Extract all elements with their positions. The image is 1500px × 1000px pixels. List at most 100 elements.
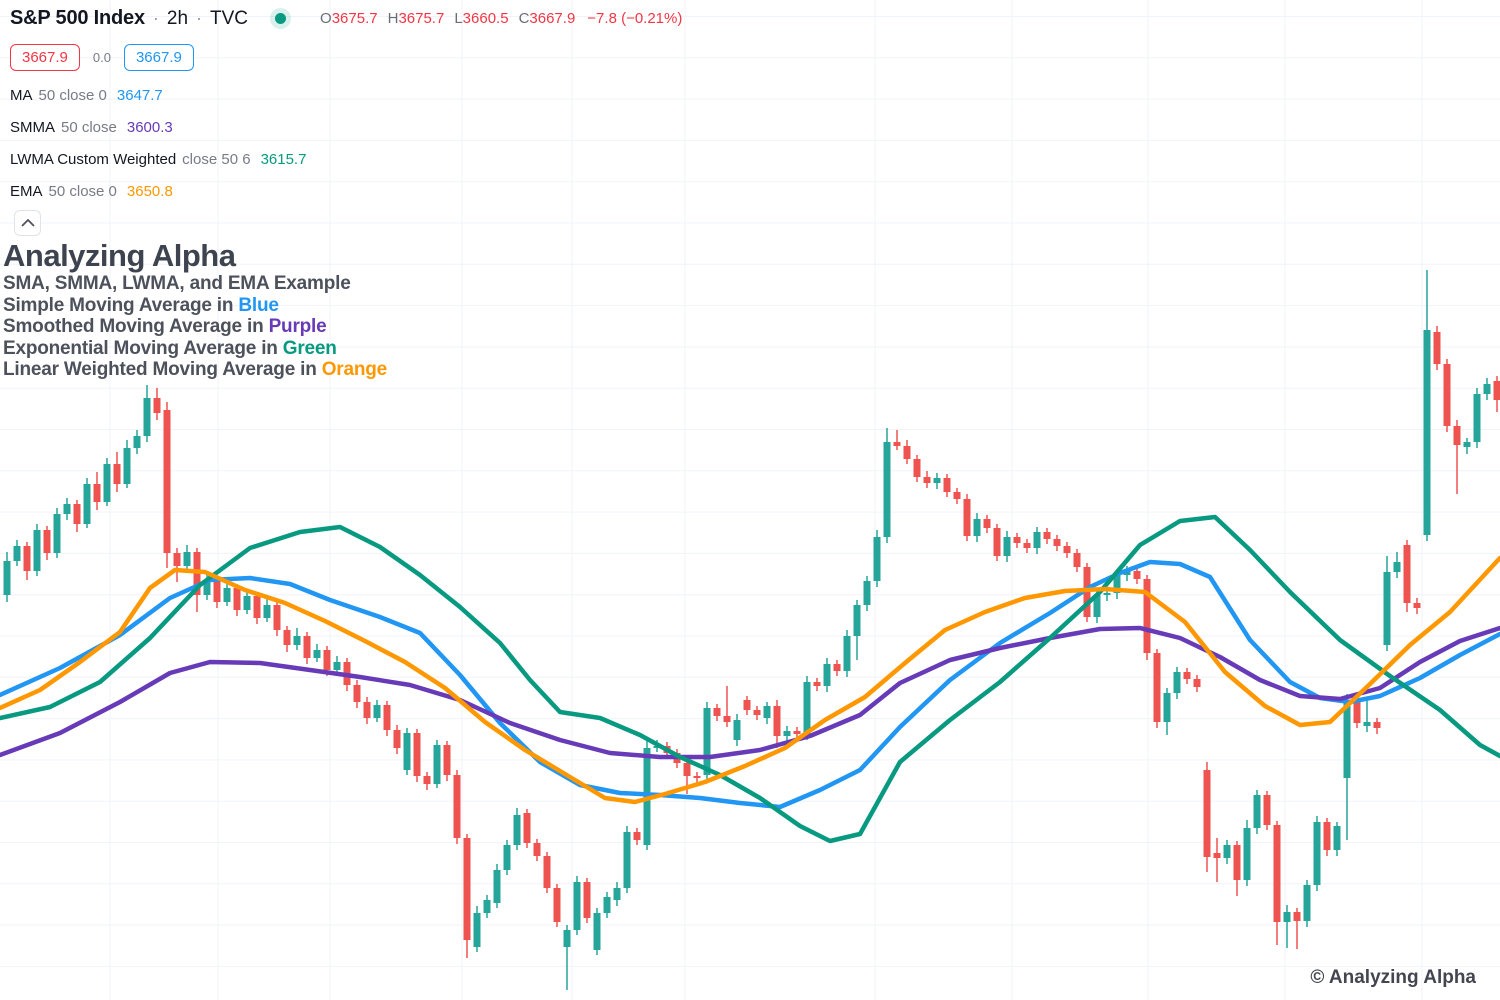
candle-body <box>703 708 711 775</box>
candle-body <box>613 888 621 900</box>
candle-body <box>1403 545 1411 603</box>
copyright-label: © Analyzing Alpha <box>1310 967 1476 988</box>
candle-body <box>433 745 441 784</box>
candle-body <box>533 843 541 856</box>
sell-price-button[interactable]: 3667.9 <box>10 44 80 71</box>
candle-body <box>933 478 941 483</box>
indicator-row-lwma[interactable]: LWMA Custom Weighted close 50 6 3615.7 <box>10 151 306 168</box>
candle-body <box>513 815 521 845</box>
candle-body <box>543 856 551 888</box>
smma-line <box>0 625 1500 760</box>
candle-body <box>1013 537 1021 543</box>
candle-body <box>203 580 211 595</box>
candle-body <box>473 913 481 947</box>
candle-body <box>893 442 901 446</box>
candle-body <box>573 882 581 930</box>
spread-value: 0.0 <box>92 50 111 65</box>
candle-body <box>1363 722 1371 726</box>
indicator-row-ma[interactable]: MA 50 close 0 3647.7 <box>10 87 163 104</box>
candle-body <box>813 682 821 686</box>
candle-body <box>33 530 41 571</box>
candle-body <box>253 596 261 618</box>
candle-body <box>323 650 331 670</box>
candle-body <box>163 410 171 553</box>
candle-body <box>1323 822 1331 850</box>
candle-body <box>1473 394 1481 442</box>
candle-body <box>13 546 21 561</box>
candle-body <box>443 745 451 775</box>
exchange-label[interactable]: TVC <box>210 7 249 29</box>
candle-body <box>1183 672 1191 679</box>
candle-body <box>563 930 571 947</box>
candle-body <box>1253 795 1261 828</box>
candle-body <box>113 464 121 484</box>
candle-body <box>773 706 781 736</box>
market-status-icon <box>275 13 287 24</box>
candle-body <box>153 398 161 413</box>
candle-body <box>393 730 401 748</box>
candle-body <box>483 900 491 913</box>
candle-body <box>1133 571 1141 579</box>
symbol-name[interactable]: S&P 500 Index <box>10 7 145 29</box>
candle-body <box>1093 595 1101 617</box>
candle-body <box>913 459 921 477</box>
candle-body <box>223 588 231 602</box>
candle-body <box>793 731 801 734</box>
candle-body <box>63 504 71 514</box>
high-value: 3675.7 <box>398 10 445 27</box>
candle-body <box>123 448 131 484</box>
indicator-value: 3647.7 <box>116 87 163 104</box>
candle-body <box>733 720 741 740</box>
lwma-line <box>0 555 1500 805</box>
symbol-header[interactable]: S&P 500 Index · 2h · TVC O3675.7 H3675.7… <box>10 7 682 30</box>
candle-body <box>1453 426 1461 445</box>
candle-body <box>1293 912 1301 921</box>
collapse-legend-button[interactable] <box>14 210 41 236</box>
candle-body <box>863 581 871 605</box>
candle-body <box>1213 853 1221 858</box>
buy-price-button[interactable]: 3667.9 <box>123 44 194 71</box>
low-label: L <box>454 10 463 27</box>
candle-body <box>1393 562 1401 572</box>
indicator-params: 50 close <box>61 119 117 136</box>
candle-body <box>1263 795 1271 825</box>
candle-body <box>173 553 181 566</box>
candle-body <box>983 519 991 528</box>
candle-body <box>963 499 971 536</box>
candle-body <box>93 484 101 502</box>
candle-body <box>213 580 221 602</box>
candle-body <box>593 913 601 950</box>
candle-body <box>333 662 341 670</box>
candle-body <box>873 537 881 581</box>
candle-body <box>583 882 591 918</box>
candle-body <box>293 636 301 645</box>
candle-body <box>993 528 1001 556</box>
ema-line <box>0 514 1500 844</box>
candle-body <box>1433 332 1441 364</box>
candle-body <box>943 478 951 492</box>
candle-series <box>3 270 1500 990</box>
candle-body <box>353 685 361 702</box>
indicator-value: 3650.8 <box>126 183 173 200</box>
candle-body <box>283 630 291 645</box>
candle-body <box>1413 603 1421 608</box>
candle-body <box>43 530 51 553</box>
indicator-params: 50 close 0 <box>38 87 107 104</box>
interval-label[interactable]: 2h <box>166 7 189 29</box>
candle-body <box>403 733 411 770</box>
close-value: 3667.9 <box>529 10 576 27</box>
candle-body <box>383 705 391 730</box>
candle-body <box>423 776 431 784</box>
candle-body <box>883 442 891 537</box>
candle-body <box>1113 575 1121 593</box>
candle-body <box>723 716 731 722</box>
candle-body <box>463 838 471 940</box>
candle-body <box>53 514 61 553</box>
indicator-row-smma[interactable]: SMMA 50 close 3600.3 <box>10 119 173 136</box>
candle-body <box>73 504 81 524</box>
indicator-row-ema[interactable]: EMA 50 close 0 3650.8 <box>10 183 173 200</box>
candle-body <box>1493 381 1500 400</box>
candle-body <box>1023 543 1031 548</box>
